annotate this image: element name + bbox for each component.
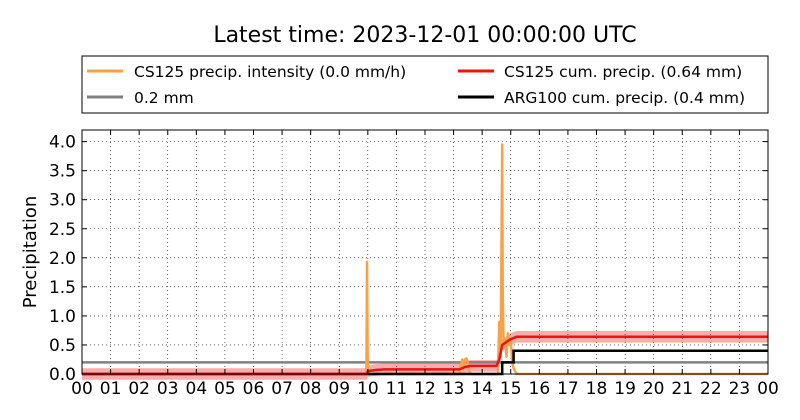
chart-title: Latest time: 2023-12-01 00:00:00 UTC — [213, 23, 636, 48]
x-tick-label: 05 — [214, 379, 236, 399]
x-tick-label: 13 — [443, 379, 465, 399]
x-tick-label: 20 — [643, 379, 665, 399]
legend: CS125 precip. intensity (0.0 mm/h) 0.2 m… — [81, 55, 769, 114]
y-tick-label: 4.0 — [49, 133, 76, 153]
legend-label-threshold: 0.2 mm — [134, 89, 194, 107]
x-tick-label: 11 — [386, 379, 408, 399]
legend-label-cs125-cum: CS125 cum. precip. (0.64 mm) — [504, 63, 742, 81]
x-tick-label: 00 — [71, 379, 93, 399]
x-tick-label: 04 — [186, 379, 208, 399]
x-tick-label: 18 — [586, 379, 608, 399]
x-tick-label: 14 — [471, 379, 493, 399]
legend-label-intensity: CS125 precip. intensity (0.0 mm/h) — [134, 63, 406, 81]
legend-frame — [81, 55, 769, 114]
x-tick-label: 09 — [328, 379, 350, 399]
x-tick-label: 02 — [128, 379, 150, 399]
x-tick-label: 00 — [757, 379, 779, 399]
y-tick-label: 2.0 — [49, 249, 76, 269]
y-tick-label: 2.5 — [49, 220, 76, 240]
x-tick-label: 08 — [300, 379, 322, 399]
legend-label-arg100-cum: ARG100 cum. precip. (0.4 mm) — [504, 89, 745, 107]
x-tick-label: 19 — [614, 379, 636, 399]
y-tick-label: 0.5 — [49, 336, 76, 356]
axis-ticks: 00 01 02 03 04 05 06 07 08 09 10 11 12 13 14 15 16 17 18 19… — [49, 130, 779, 399]
x-tick-label: 22 — [700, 379, 722, 399]
x-tick-label: 03 — [157, 379, 179, 399]
x-tick-label: 15 — [500, 379, 522, 399]
x-tick-label: 01 — [100, 379, 122, 399]
grid — [82, 130, 768, 374]
x-tick-label: 17 — [557, 379, 579, 399]
y-tick-label: 3.5 — [49, 162, 76, 182]
x-tick-label: 10 — [357, 379, 379, 399]
x-tick-label: 16 — [529, 379, 551, 399]
y-tick-label: 1.5 — [49, 278, 76, 298]
x-tick-label: 06 — [243, 379, 265, 399]
x-tick-label: 12 — [414, 379, 436, 399]
y-axis-label: Precipitation — [20, 196, 41, 309]
y-tick-label: 3.0 — [49, 191, 76, 211]
y-tick-label: 1.0 — [49, 307, 76, 327]
x-tick-label: 07 — [271, 379, 293, 399]
y-tick-label: 0.0 — [49, 365, 76, 385]
x-tick-label: 23 — [729, 379, 751, 399]
cs125-cum-line — [82, 335, 768, 376]
x-tick-label: 21 — [671, 379, 693, 399]
